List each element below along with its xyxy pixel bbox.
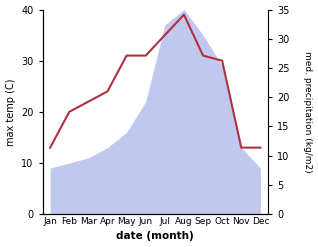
- Y-axis label: max temp (C): max temp (C): [5, 78, 16, 145]
- Y-axis label: med. precipitation (kg/m2): med. precipitation (kg/m2): [303, 51, 313, 173]
- X-axis label: date (month): date (month): [116, 231, 194, 242]
